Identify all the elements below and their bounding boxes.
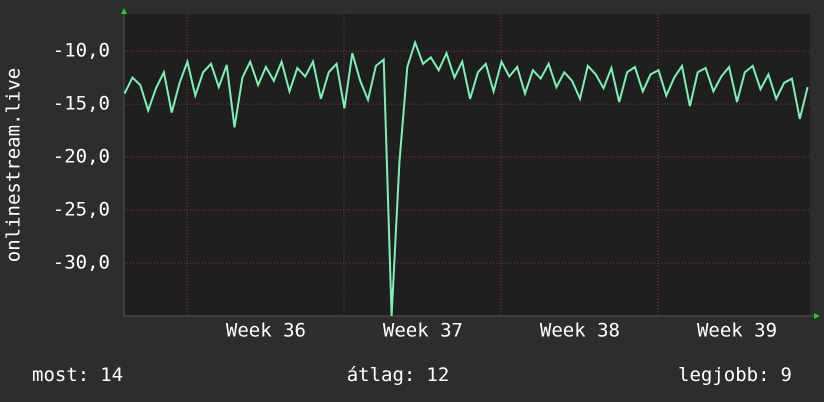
x-tick-label: Week 36 [226,320,306,342]
stat-label: legjobb: [678,364,770,386]
y-arrow [121,8,127,14]
stat-label: most: [32,364,89,386]
y-tick-label: -15,0 [53,93,110,115]
x-tick-label: Week 38 [540,320,620,342]
stat-value: 14 [100,364,123,386]
y-tick-label: -10,0 [53,40,110,62]
stat-value: 9 [781,364,792,386]
plot-area [124,14,810,316]
y-tick-label: -30,0 [53,252,110,274]
y-axis-label: onlinestream.live [3,68,25,262]
stat: legjobb: 9 [678,364,792,386]
data-line [123,39,809,317]
stat-value: 12 [426,364,449,386]
x-tick-label: Week 39 [697,320,777,342]
y-tick-label: -20,0 [53,146,110,168]
stat-label: átlag: [347,364,416,386]
y-tick-label: -25,0 [53,199,110,221]
x-tick-label: Week 37 [383,320,463,342]
x-arrow [814,313,820,319]
stat: most: 14 [32,364,123,386]
stat: átlag: 12 [347,364,450,386]
